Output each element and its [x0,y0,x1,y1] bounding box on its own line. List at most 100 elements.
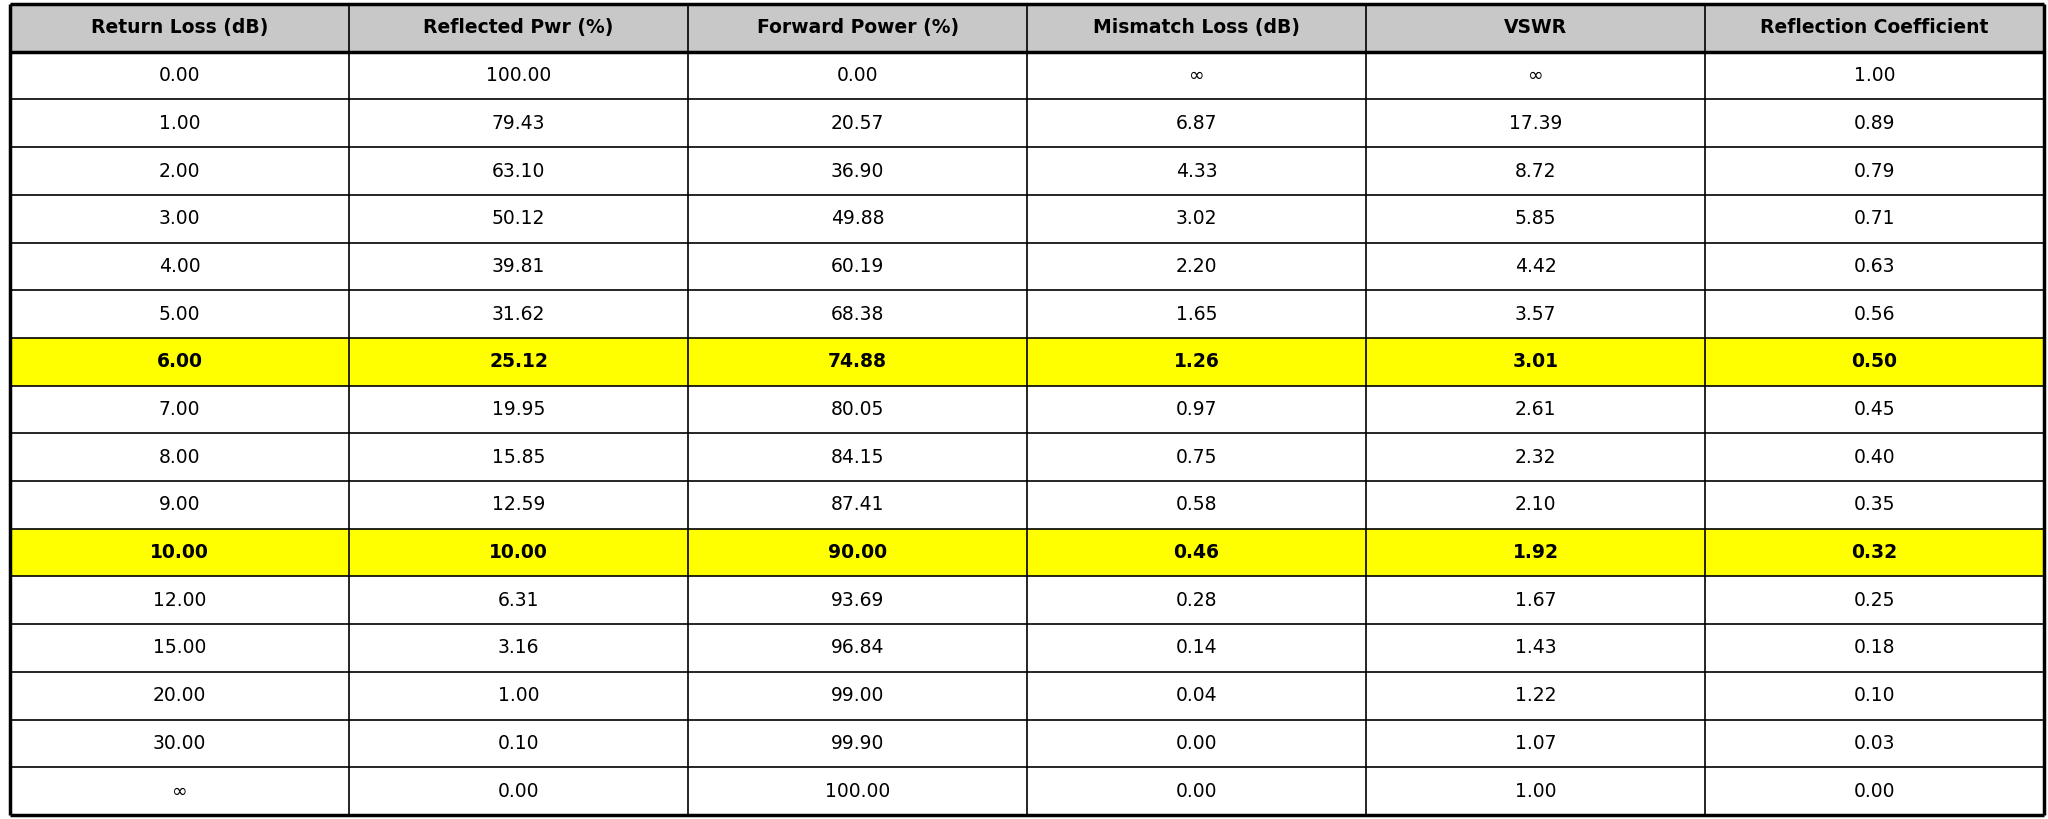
Bar [1704,338,2044,386]
Bar [1366,529,1704,577]
Text: 0.28: 0.28 [1176,590,1217,610]
Bar [688,195,1028,242]
Bar [348,720,688,767]
Text: ∞: ∞ [172,781,188,800]
Bar [688,147,1028,195]
Text: 0.35: 0.35 [1853,495,1894,514]
Text: 19.95: 19.95 [492,400,545,419]
Bar [10,672,348,720]
Text: 5.85: 5.85 [1516,209,1556,229]
Bar [1366,4,1704,52]
Bar [348,433,688,481]
Bar [1704,195,2044,242]
Text: 15.85: 15.85 [492,448,545,467]
Bar [688,386,1028,433]
Bar [10,99,348,147]
Bar [348,147,688,195]
Bar [1028,195,1366,242]
Text: 8.72: 8.72 [1516,161,1556,180]
Bar [1028,433,1366,481]
Bar [1366,767,1704,815]
Bar [348,195,688,242]
Text: 1.67: 1.67 [1516,590,1556,610]
Bar [1028,386,1366,433]
Bar [1028,577,1366,624]
Bar [348,52,688,99]
Bar [348,338,688,386]
Bar [348,577,688,624]
Bar [1028,720,1366,767]
Text: 7.00: 7.00 [160,400,201,419]
Text: 0.00: 0.00 [1176,781,1217,800]
Text: 0.00: 0.00 [160,66,201,85]
Bar [1704,672,2044,720]
Bar [10,338,348,386]
Bar [348,99,688,147]
Bar [1704,52,2044,99]
Text: 17.39: 17.39 [1509,114,1563,133]
Bar [1704,624,2044,672]
Bar [1028,481,1366,529]
Text: 1.65: 1.65 [1176,305,1217,324]
Text: 0.00: 0.00 [498,781,539,800]
Bar [1704,147,2044,195]
Text: 99.90: 99.90 [831,734,885,753]
Text: 1.00: 1.00 [1853,66,1894,85]
Bar [10,624,348,672]
Text: 9.00: 9.00 [160,495,201,514]
Text: Mismatch Loss (dB): Mismatch Loss (dB) [1094,19,1300,38]
Text: 0.03: 0.03 [1853,734,1894,753]
Bar [688,4,1028,52]
Text: 99.00: 99.00 [831,686,885,705]
Text: 39.81: 39.81 [492,257,545,276]
Text: 0.00: 0.00 [1176,734,1217,753]
Text: 0.75: 0.75 [1176,448,1217,467]
Text: Return Loss (dB): Return Loss (dB) [90,19,268,38]
Text: 30.00: 30.00 [154,734,207,753]
Bar [688,577,1028,624]
Text: 0.18: 0.18 [1853,639,1894,658]
Bar [348,4,688,52]
Text: 0.14: 0.14 [1176,639,1217,658]
Text: 6.87: 6.87 [1176,114,1217,133]
Text: 68.38: 68.38 [831,305,885,324]
Text: 4.33: 4.33 [1176,161,1217,180]
Text: 20.00: 20.00 [154,686,207,705]
Text: 49.88: 49.88 [831,209,885,229]
Text: 1.92: 1.92 [1513,543,1559,562]
Bar [348,290,688,338]
Text: 4.00: 4.00 [160,257,201,276]
Bar [10,4,348,52]
Bar [10,767,348,815]
Text: Forward Power (%): Forward Power (%) [756,19,958,38]
Text: Reflected Pwr (%): Reflected Pwr (%) [424,19,614,38]
Text: 10.00: 10.00 [489,543,549,562]
Text: 100.00: 100.00 [825,781,891,800]
Bar [1028,672,1366,720]
Bar [10,481,348,529]
Bar [688,242,1028,290]
Bar [10,195,348,242]
Bar [1366,577,1704,624]
Text: 12.59: 12.59 [492,495,545,514]
Bar [1028,290,1366,338]
Bar [1366,386,1704,433]
Text: 0.97: 0.97 [1176,400,1217,419]
Bar [10,577,348,624]
Text: 0.79: 0.79 [1853,161,1894,180]
Bar [1704,577,2044,624]
Text: 0.63: 0.63 [1853,257,1894,276]
Text: 90.00: 90.00 [827,543,887,562]
Text: 5.00: 5.00 [160,305,201,324]
Text: VSWR: VSWR [1503,19,1567,38]
Bar [688,481,1028,529]
Bar [348,672,688,720]
Bar [1366,52,1704,99]
Bar [348,386,688,433]
Bar [1028,4,1366,52]
Bar [688,529,1028,577]
Bar [348,481,688,529]
Bar [688,52,1028,99]
Text: 0.25: 0.25 [1853,590,1894,610]
Bar [10,386,348,433]
